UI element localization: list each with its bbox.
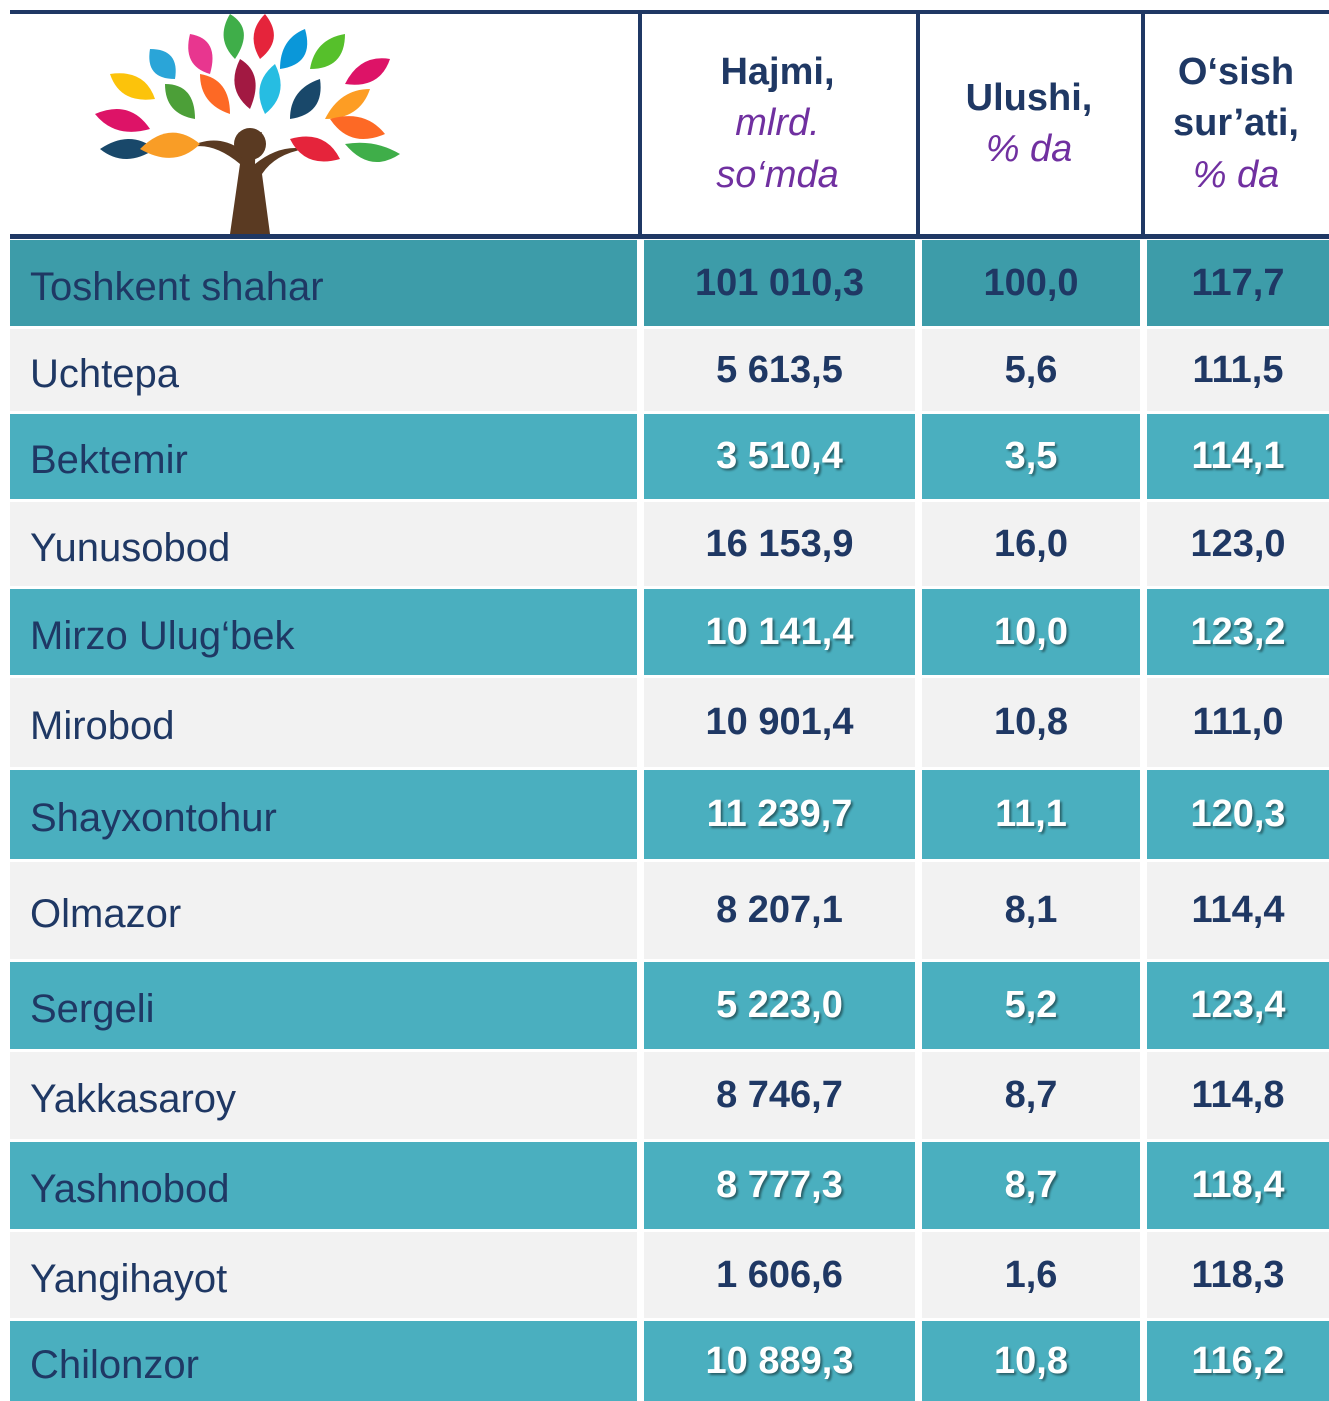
cell-value: 111,0 xyxy=(1147,678,1329,767)
cell-value: 10,8 xyxy=(922,1321,1140,1401)
logo xyxy=(95,14,400,234)
cell-value: 8 777,3 xyxy=(644,1142,915,1229)
cell-value: 114,8 xyxy=(1147,1052,1329,1139)
header-title: Hajmi, xyxy=(720,51,835,94)
row-name: Yunusobod xyxy=(10,502,637,586)
header-title: sur’ati, xyxy=(1172,102,1299,145)
cell-value: 116,2 xyxy=(1147,1321,1329,1401)
row-name: Yangihayot xyxy=(10,1232,637,1318)
header-unit: mlrd. xyxy=(735,102,820,145)
cell-value: 101 010,3 xyxy=(644,240,915,326)
cell-value: 8,7 xyxy=(922,1052,1140,1139)
row-name: Uchtepa xyxy=(10,329,637,411)
row-name: Mirobod xyxy=(10,678,637,767)
cell-value: 3,5 xyxy=(922,414,1140,499)
cell-value: 10,0 xyxy=(922,589,1140,675)
row-name: Bektemir xyxy=(10,414,637,499)
cell-value: 10,8 xyxy=(922,678,1140,767)
cell-value: 8,1 xyxy=(922,862,1140,959)
cell-value: 5,6 xyxy=(922,329,1140,411)
top-border xyxy=(10,10,1329,14)
header-border xyxy=(10,234,1329,239)
cell-value: 16 153,9 xyxy=(644,502,915,586)
cell-value: 8,7 xyxy=(922,1142,1140,1229)
cell-value: 118,3 xyxy=(1147,1232,1329,1318)
cell-value: 114,1 xyxy=(1147,414,1329,499)
cell-value: 10 901,4 xyxy=(644,678,915,767)
cell-value: 8 746,7 xyxy=(644,1052,915,1139)
column-divider xyxy=(1141,12,1145,238)
row-name: Yakkasaroy xyxy=(10,1052,637,1139)
cell-value: 16,0 xyxy=(922,502,1140,586)
cell-value: 5 223,0 xyxy=(644,962,915,1049)
cell-value: 1 606,6 xyxy=(644,1232,915,1318)
row-name: Shayxontohur xyxy=(10,770,637,859)
header-unit: % da xyxy=(1192,153,1280,196)
cell-value: 117,7 xyxy=(1147,240,1329,326)
row-name: Sergeli xyxy=(10,962,637,1049)
cell-value: 11,1 xyxy=(922,770,1140,859)
cell-value: 118,4 xyxy=(1147,1142,1329,1229)
cell-value: 3 510,4 xyxy=(644,414,915,499)
column-header: O‘sish sur’ati, % da xyxy=(1143,14,1329,234)
header-unit: so‘mda xyxy=(716,153,839,196)
row-name: Chilonzor xyxy=(10,1321,637,1401)
column-divider xyxy=(916,12,920,238)
cell-value: 123,0 xyxy=(1147,502,1329,586)
header-title: Ulushi, xyxy=(965,76,1093,119)
cell-value: 123,2 xyxy=(1147,589,1329,675)
cell-value: 120,3 xyxy=(1147,770,1329,859)
cell-value: 114,4 xyxy=(1147,862,1329,959)
header-unit: % da xyxy=(985,128,1073,170)
column-divider xyxy=(638,12,642,238)
row-name: Mirzo Ulug‘bek xyxy=(10,589,637,675)
row-name: Toshkent shahar xyxy=(10,240,637,326)
cell-value: 8 207,1 xyxy=(644,862,915,959)
cell-value: 100,0 xyxy=(922,240,1140,326)
header-title: O‘sish xyxy=(1177,51,1295,94)
cell-value: 123,4 xyxy=(1147,962,1329,1049)
cell-value: 10 141,4 xyxy=(644,589,915,675)
cell-value: 111,5 xyxy=(1147,329,1329,411)
cell-value: 5 613,5 xyxy=(644,329,915,411)
cell-value: 11 239,7 xyxy=(644,770,915,859)
row-name: Olmazor xyxy=(10,862,637,959)
column-header: Ulushi, % da xyxy=(918,14,1140,234)
cell-value: 5,2 xyxy=(922,962,1140,1049)
column-header: Hajmi, mlrd. so‘mda xyxy=(640,14,915,234)
cell-value: 10 889,3 xyxy=(644,1321,915,1401)
cell-value: 1,6 xyxy=(922,1232,1140,1318)
row-name: Yashnobod xyxy=(10,1142,637,1229)
